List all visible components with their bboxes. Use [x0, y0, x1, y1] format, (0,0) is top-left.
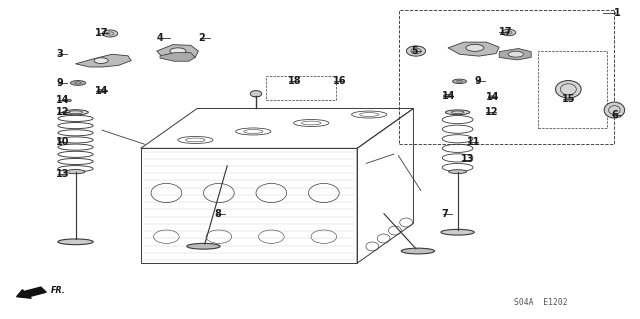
Polygon shape	[76, 54, 131, 67]
Text: 15: 15	[562, 94, 575, 104]
Text: 14: 14	[95, 86, 108, 96]
Ellipse shape	[170, 48, 186, 54]
Text: 17: 17	[499, 27, 513, 37]
Text: 17: 17	[95, 28, 108, 39]
Text: 9: 9	[56, 78, 63, 88]
Ellipse shape	[97, 90, 108, 93]
Ellipse shape	[401, 248, 435, 254]
Ellipse shape	[556, 81, 581, 98]
Text: 2: 2	[198, 33, 205, 43]
Text: 1: 1	[614, 8, 621, 18]
Ellipse shape	[488, 96, 497, 99]
Ellipse shape	[102, 30, 118, 37]
Text: 14: 14	[56, 95, 70, 106]
Text: 10: 10	[56, 137, 70, 147]
Text: 13: 13	[56, 169, 70, 179]
Ellipse shape	[449, 170, 467, 174]
Ellipse shape	[604, 102, 625, 118]
Text: 3: 3	[56, 49, 63, 59]
Ellipse shape	[70, 80, 86, 85]
Polygon shape	[157, 45, 198, 60]
Polygon shape	[160, 53, 195, 61]
Ellipse shape	[444, 94, 452, 97]
Bar	[538, 51, 607, 128]
Ellipse shape	[250, 91, 262, 97]
Ellipse shape	[63, 110, 88, 115]
FancyArrow shape	[17, 287, 46, 298]
Text: 11: 11	[467, 137, 481, 147]
Text: 6: 6	[611, 110, 618, 120]
Ellipse shape	[466, 44, 484, 51]
Bar	[266, 76, 336, 100]
Text: FR.: FR.	[51, 286, 66, 295]
Ellipse shape	[187, 243, 220, 249]
Ellipse shape	[63, 99, 72, 102]
Text: S04A  E1202: S04A E1202	[514, 298, 568, 307]
Ellipse shape	[58, 239, 93, 245]
Polygon shape	[499, 48, 531, 60]
Text: 8: 8	[214, 209, 221, 219]
Text: 12: 12	[485, 107, 499, 117]
Ellipse shape	[406, 46, 426, 56]
Ellipse shape	[508, 51, 524, 57]
Ellipse shape	[66, 170, 85, 174]
Bar	[399, 10, 614, 144]
Text: 16: 16	[333, 76, 346, 86]
Ellipse shape	[94, 58, 108, 63]
Text: 14: 14	[486, 92, 500, 102]
Ellipse shape	[441, 229, 474, 235]
Ellipse shape	[502, 29, 516, 36]
Polygon shape	[448, 42, 499, 56]
Text: 7: 7	[442, 209, 449, 219]
Text: 12: 12	[56, 107, 70, 117]
Text: 4: 4	[157, 33, 164, 43]
Ellipse shape	[445, 110, 470, 115]
Text: 13: 13	[461, 154, 474, 165]
Text: 9: 9	[475, 76, 482, 86]
Text: 5: 5	[411, 46, 418, 56]
Text: 14: 14	[442, 91, 455, 101]
Text: 18: 18	[288, 76, 301, 86]
Ellipse shape	[452, 79, 467, 84]
